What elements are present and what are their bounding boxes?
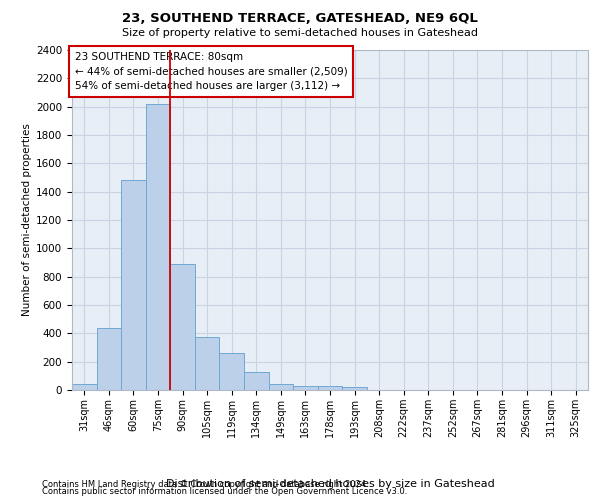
Text: 23 SOUTHEND TERRACE: 80sqm
← 44% of semi-detached houses are smaller (2,509)
54%: 23 SOUTHEND TERRACE: 80sqm ← 44% of semi… bbox=[74, 52, 347, 92]
X-axis label: Distribution of semi-detached houses by size in Gateshead: Distribution of semi-detached houses by … bbox=[166, 479, 494, 489]
Bar bbox=[342, 387, 367, 390]
Text: 23, SOUTHEND TERRACE, GATESHEAD, NE9 6QL: 23, SOUTHEND TERRACE, GATESHEAD, NE9 6QL bbox=[122, 12, 478, 26]
Bar bbox=[121, 180, 146, 390]
Text: Contains HM Land Registry data © Crown copyright and database right 2024.: Contains HM Land Registry data © Crown c… bbox=[42, 480, 368, 489]
Bar bbox=[146, 104, 170, 390]
Bar bbox=[195, 337, 220, 390]
Bar bbox=[269, 384, 293, 390]
Bar bbox=[293, 386, 318, 390]
Y-axis label: Number of semi-detached properties: Number of semi-detached properties bbox=[22, 124, 32, 316]
Bar bbox=[220, 354, 244, 390]
Bar bbox=[72, 384, 97, 390]
Bar bbox=[318, 386, 342, 390]
Bar bbox=[170, 264, 195, 390]
Text: Contains public sector information licensed under the Open Government Licence v3: Contains public sector information licen… bbox=[42, 488, 407, 496]
Bar bbox=[244, 372, 269, 390]
Text: Size of property relative to semi-detached houses in Gateshead: Size of property relative to semi-detach… bbox=[122, 28, 478, 38]
Bar bbox=[97, 328, 121, 390]
